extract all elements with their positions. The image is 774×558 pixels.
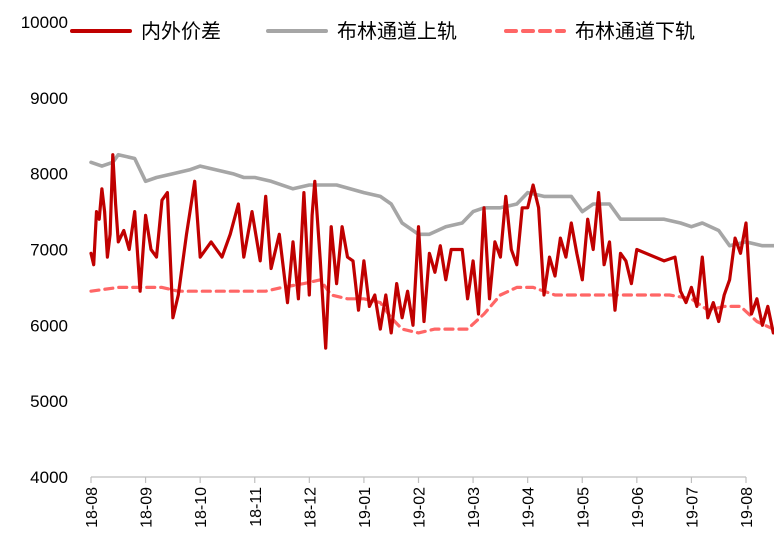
x-tick-label: 19-02 bbox=[412, 487, 429, 528]
legend-label-2: 布林通道下轨 bbox=[575, 20, 695, 43]
x-tick-label: 18-09 bbox=[139, 487, 156, 528]
y-tick-label: 10000 bbox=[21, 13, 68, 32]
y-tick-label: 4000 bbox=[30, 468, 68, 487]
series-line-2 bbox=[89, 278, 774, 335]
y-tick-label: 5000 bbox=[30, 392, 68, 411]
legend-label-1: 布林通道上轨 bbox=[337, 20, 457, 43]
y-tick-label: 9000 bbox=[30, 89, 68, 108]
x-tick-label: 19-08 bbox=[739, 487, 756, 528]
y-axis-tick-labels: 4000 5000 6000 7000 8000 9000 10000 bbox=[21, 13, 68, 487]
x-tick-label: 18-12 bbox=[302, 487, 319, 528]
series-line-1 bbox=[89, 152, 774, 248]
y-tick-label: 6000 bbox=[30, 316, 68, 335]
x-tick-label: 19-05 bbox=[575, 487, 592, 528]
x-tick-label: 19-06 bbox=[630, 487, 647, 528]
x-tick-label: 18-08 bbox=[84, 487, 101, 528]
series-lines bbox=[89, 152, 774, 350]
x-tick-label: 18-11 bbox=[248, 487, 265, 527]
y-tick-label: 8000 bbox=[30, 165, 68, 184]
x-axis-ticks: 18-08 18-09 18-10 18-11 18-12 19-01 19-02 19-03… bbox=[84, 477, 756, 528]
series-line-0 bbox=[89, 153, 774, 350]
x-tick-label: 19-03 bbox=[466, 487, 483, 528]
x-tick-label: 18-10 bbox=[193, 487, 210, 528]
x-tick-label: 19-04 bbox=[521, 487, 538, 528]
x-tick-label: 19-01 bbox=[357, 487, 374, 528]
legend-label-0: 内外价差 bbox=[141, 20, 221, 43]
x-tick-label: 19-07 bbox=[684, 487, 701, 528]
legend: 内外价差 布林通道上轨 布林通道下轨 bbox=[70, 20, 695, 43]
y-tick-label: 7000 bbox=[30, 241, 68, 260]
